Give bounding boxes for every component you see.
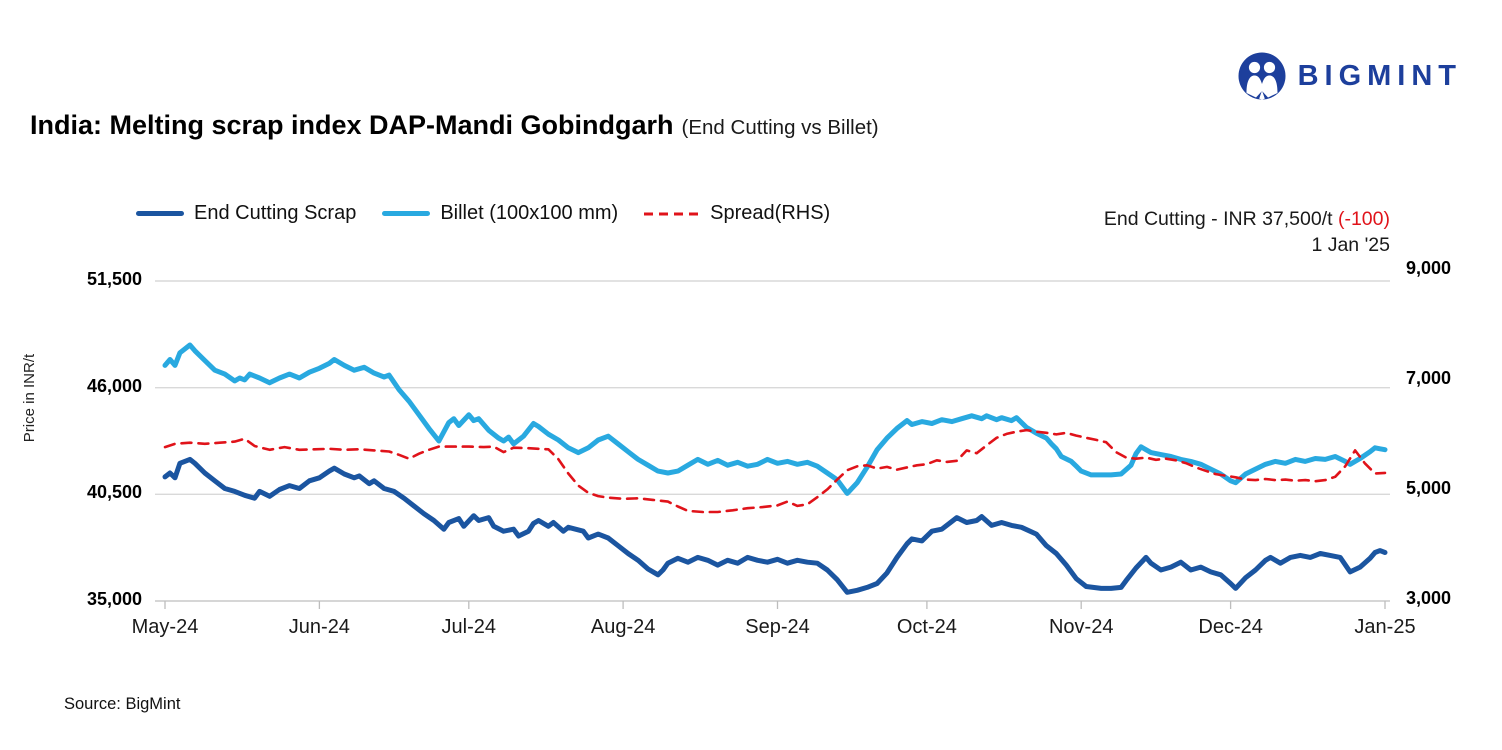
series-line-spread-rhs- (163, 428, 1387, 514)
bigmint-logo-icon (1238, 52, 1286, 100)
x-axis-month-label: Jul-24 (441, 616, 496, 638)
legend-label: Billet (100x100 mm) (440, 202, 619, 224)
price-change-value: (-100) (1337, 208, 1390, 230)
source-note: Source: BigMint (64, 695, 181, 713)
x-axis-month-label: Jan-25 (1354, 616, 1416, 638)
y-axis-title: Price in INR/t (21, 353, 38, 443)
legend-label: End Cutting Scrap (194, 202, 357, 224)
annotation-date: 1 Jan '25 (1311, 234, 1390, 256)
spread-dashed-swatch-icon (644, 212, 701, 215)
series-line-billet-100x100-mm- (162, 342, 1388, 496)
x-axis-month-label: Nov-24 (1048, 616, 1114, 638)
legend-item-billet: Billet (100x100 mm) (382, 202, 618, 225)
legend-label: Spread(RHS) (710, 202, 831, 224)
billet-line-swatch-icon (382, 211, 431, 216)
x-axis-month-label: Oct-24 (896, 616, 957, 638)
y-left-tick-label: 51,500 (86, 269, 142, 289)
y-right-tick-label: 3,000 (1406, 588, 1452, 608)
series-line-end-cutting-scrap (162, 456, 1388, 595)
bigmint-logo: BIGMINT (1238, 52, 1462, 100)
x-axis-month-label: Aug-24 (590, 616, 656, 638)
x-axis-month-label: Dec-24 (1198, 616, 1263, 638)
y-left-tick-label: 35,000 (86, 589, 142, 609)
legend-item-spread: Spread(RHS) (644, 202, 830, 225)
y-left-tick-label: 46,000 (86, 375, 142, 396)
page-subtitle: (End Cutting vs Billet) (681, 116, 879, 139)
y-right-tick-label: 5,000 (1406, 478, 1452, 498)
y-left-tick-label: 40,500 (86, 482, 142, 503)
x-axis-month-label: Jun-24 (288, 616, 350, 638)
page-title: India: Melting scrap index DAP-Mandi Gob… (30, 110, 674, 140)
x-axis-month-label: May-24 (131, 616, 199, 638)
chart-legend: End Cutting Scrap Billet (100x100 mm) Sp… (136, 202, 830, 225)
y-right-tick-label: 9,000 (1406, 258, 1452, 278)
line-chart-plot-area (155, 280, 1390, 609)
bigmint-logo-text: BIGMINT (1297, 59, 1462, 92)
x-axis-month-label: Sep-24 (745, 616, 810, 638)
end-cutting-line-swatch-icon (136, 211, 184, 216)
latest-price-annotation: End Cutting - INR 37,500/t (-100) 1 Jan … (1104, 206, 1390, 258)
chart-title-row: India: Melting scrap index DAP-Mandi Gob… (30, 110, 879, 141)
legend-item-end-cutting-scrap: End Cutting Scrap (136, 202, 356, 225)
y-right-tick-label: 7,000 (1406, 368, 1452, 388)
annotation-price-line: End Cutting - INR 37,500/t (-100) (1103, 208, 1390, 230)
